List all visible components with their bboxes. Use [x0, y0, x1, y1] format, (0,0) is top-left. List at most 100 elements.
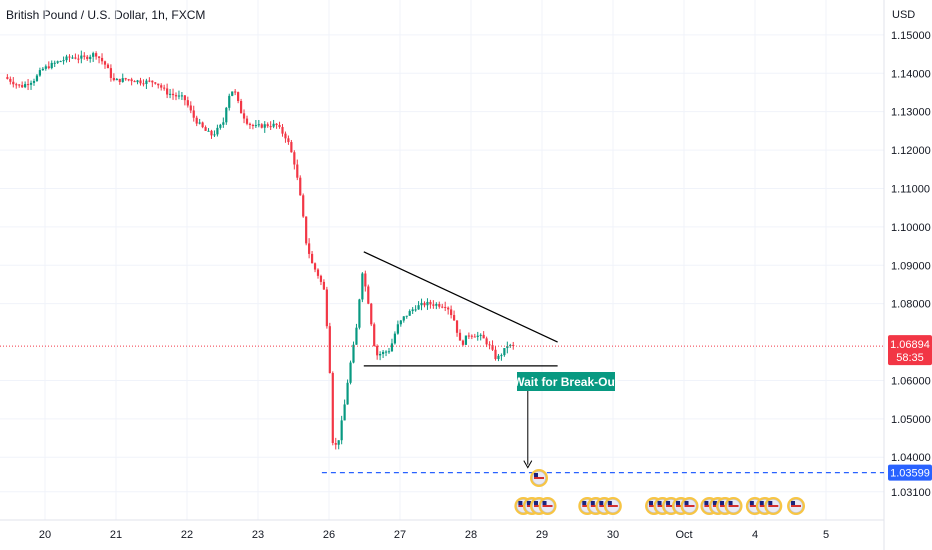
annotation-label-box[interactable]	[517, 372, 615, 391]
candle	[89, 56, 92, 59]
candle	[402, 316, 405, 321]
candle	[305, 216, 308, 244]
candle	[192, 110, 195, 118]
candle	[189, 105, 192, 111]
candle	[151, 80, 154, 83]
economic-event-icon-stripe	[607, 505, 618, 507]
price-axis-tick-label: 1.12000	[891, 145, 931, 157]
candle	[275, 123, 278, 126]
candle	[15, 84, 18, 86]
candle	[21, 85, 24, 88]
economic-event-icon-canton	[759, 501, 764, 505]
candle	[139, 80, 142, 84]
economic-event-icon-canton	[676, 501, 680, 505]
candle	[467, 335, 470, 337]
candle	[12, 81, 15, 85]
candle	[384, 351, 388, 353]
candle	[464, 335, 468, 345]
candle	[500, 355, 503, 357]
candle	[71, 57, 74, 59]
candle	[86, 56, 89, 59]
candle-countdown-label: 58:35	[896, 352, 924, 364]
economic-event-icon-canton	[749, 501, 754, 505]
candle	[488, 344, 491, 346]
candle	[290, 142, 293, 153]
candle	[77, 58, 80, 60]
time-axis-tick-label: 23	[252, 529, 264, 541]
candle	[74, 57, 77, 59]
candle	[171, 93, 175, 96]
candle	[103, 61, 107, 65]
candle	[180, 95, 184, 97]
candle	[115, 78, 118, 81]
candle	[370, 303, 373, 325]
candle	[325, 289, 328, 327]
time-axis-tick-label: 21	[110, 529, 122, 541]
candle	[35, 75, 39, 81]
chart-title: British Pound / U.S. Dollar, 1h, FXCM	[6, 8, 206, 22]
candle	[334, 443, 337, 445]
candle	[154, 82, 157, 84]
candle	[130, 79, 133, 82]
candle	[379, 354, 382, 356]
candle	[299, 177, 302, 196]
candle	[83, 55, 86, 57]
economic-event-icon-stripe	[749, 505, 760, 507]
candle	[47, 66, 50, 69]
candle	[207, 130, 210, 132]
candle	[29, 82, 33, 85]
candle	[296, 164, 299, 178]
candle	[313, 263, 317, 270]
candle	[41, 68, 44, 71]
candle	[50, 62, 53, 69]
candle	[166, 88, 169, 95]
candle	[106, 64, 110, 69]
candle	[38, 70, 42, 76]
price-axis-tick-label: 1.13000	[891, 107, 931, 119]
price-axis-tick-label: 1.14000	[891, 68, 931, 80]
candle	[319, 275, 323, 282]
candle	[390, 343, 394, 352]
candle	[405, 315, 408, 317]
price-axis-tick-label: 1.08000	[891, 299, 931, 311]
candle	[340, 420, 343, 441]
economic-event-icon-canton	[666, 501, 671, 505]
candle	[485, 338, 488, 345]
current-price-label: 1.06894	[890, 339, 930, 351]
candle	[163, 87, 166, 89]
economic-event-icon-canton	[607, 501, 612, 505]
time-axis-tick-label: 28	[465, 529, 477, 541]
time-axis-tick-label: 29	[536, 529, 548, 541]
candle	[426, 301, 429, 306]
candle	[272, 123, 275, 127]
candle	[168, 93, 172, 95]
candle	[494, 349, 497, 360]
candle	[186, 100, 189, 106]
candle	[251, 124, 255, 126]
candle	[316, 269, 320, 276]
candle	[257, 124, 260, 126]
candle	[254, 125, 257, 127]
economic-event-icon-canton	[582, 501, 587, 505]
price-axis-tick-label: 1.09000	[891, 260, 931, 272]
candle	[44, 66, 47, 69]
candle	[222, 122, 225, 125]
candle	[80, 55, 83, 59]
candle	[24, 84, 27, 88]
triangle-upper-trendline[interactable]	[363, 251, 558, 343]
candle	[509, 344, 512, 347]
candle	[204, 127, 207, 131]
candle	[26, 84, 30, 86]
candle	[308, 243, 311, 254]
candle	[491, 345, 494, 350]
price-axis-tick-label: 1.11000	[891, 183, 930, 195]
candle	[183, 95, 186, 101]
candle	[387, 351, 391, 353]
candle	[100, 57, 104, 62]
annotation-label: Wait for Break-Out	[513, 375, 619, 389]
candle	[393, 333, 397, 344]
candle	[201, 122, 204, 128]
time-axis-tick-label: 5	[823, 529, 829, 541]
